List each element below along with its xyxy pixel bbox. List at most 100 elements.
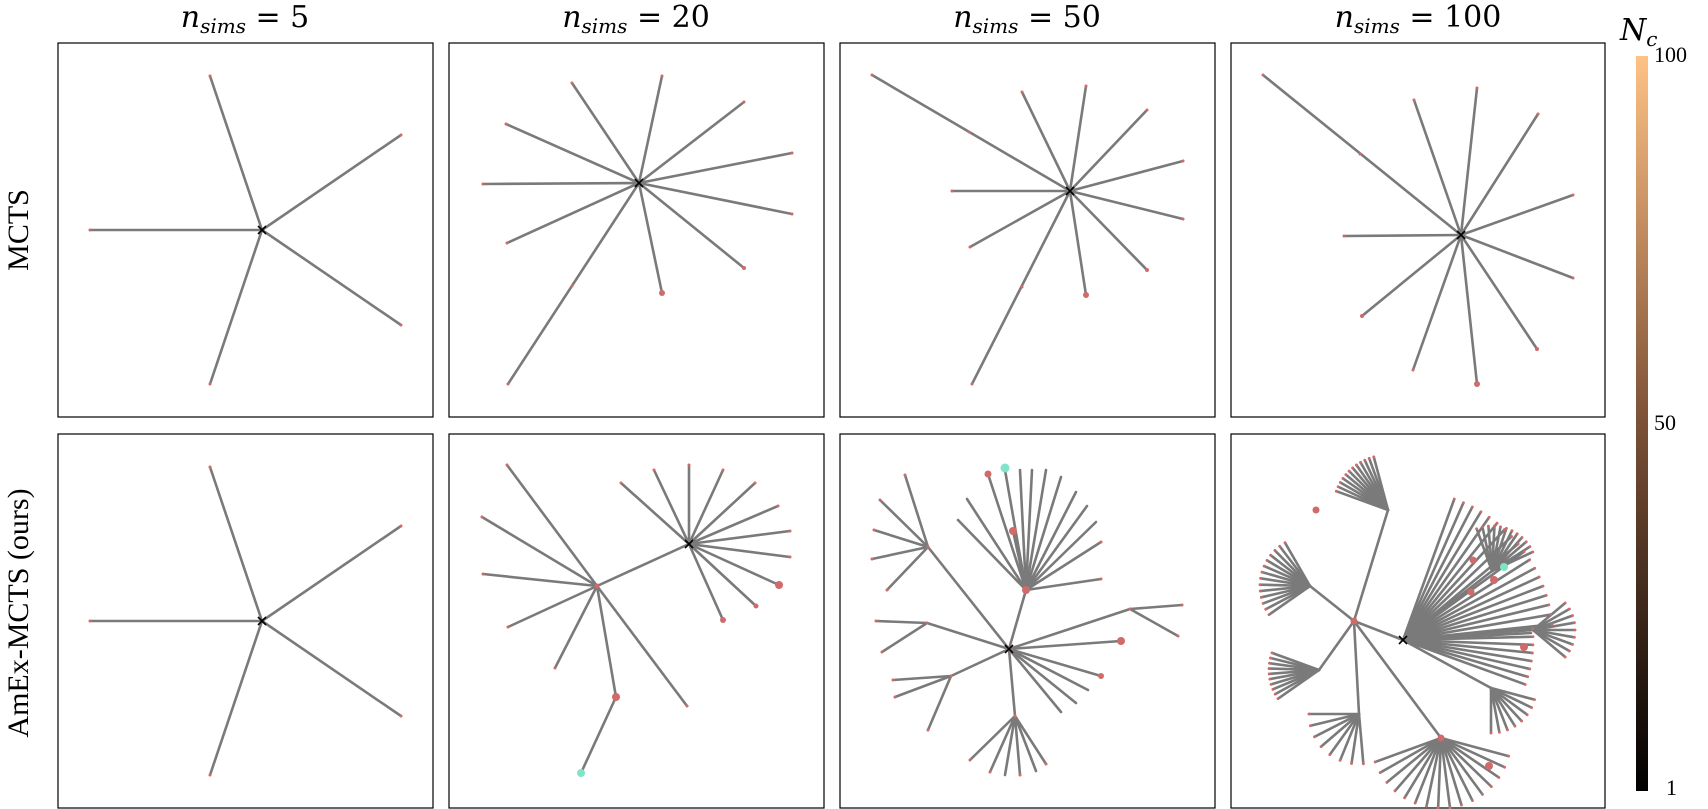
tree-edge: [1489, 686, 1517, 728]
tree-node: [1378, 771, 1382, 775]
tree-node: [1528, 545, 1532, 549]
tree-edge: [1401, 542, 1520, 642]
tree-node: [1262, 564, 1266, 568]
tree-node: [1503, 528, 1506, 531]
tree-node: [1531, 550, 1535, 554]
tree-edge: [1439, 736, 1452, 809]
panel-mcts-50: [839, 42, 1216, 418]
tree-node: [1520, 536, 1524, 539]
tree-node: [1481, 525, 1484, 529]
tree-edge: [1309, 712, 1361, 728]
tree-edge: [1401, 603, 1551, 642]
tree-edges: [88, 74, 403, 386]
tree-edge: [1401, 638, 1535, 647]
tree-node: [1361, 762, 1365, 766]
tree-node: [1265, 559, 1269, 562]
tree-edge: [1489, 686, 1529, 717]
tree-node: [1503, 765, 1507, 769]
tree-node: [1487, 524, 1490, 528]
tree-edge: [1335, 489, 1390, 512]
tree-node: [1341, 477, 1345, 480]
tree-node: [1531, 635, 1535, 639]
tree-node: [1307, 712, 1311, 716]
tree-node: [1393, 789, 1397, 793]
tree-edge: [1401, 566, 1537, 642]
tree-edge: [1439, 736, 1463, 807]
tree-node: [1355, 463, 1358, 467]
tree-node: [1268, 677, 1272, 681]
tree-nodes: [88, 74, 403, 386]
tree-node: [1448, 806, 1452, 809]
colorbar-tick-100: 100: [1654, 42, 1687, 67]
tree-edge: [1401, 613, 1553, 642]
tree-node: [1549, 613, 1553, 616]
tree-node: [1338, 758, 1342, 762]
tree-edge: [1401, 535, 1513, 642]
tree-edge: [1393, 736, 1443, 793]
row-label-mcts: MCTS: [2, 189, 35, 271]
tree-edge: [1489, 686, 1523, 723]
tree-node: [1526, 675, 1530, 679]
tree-edge: [1439, 736, 1474, 802]
tree-node: [1425, 805, 1428, 808]
tree-node: [1572, 635, 1576, 639]
tree-node: [1270, 651, 1274, 655]
tree-edge: [1401, 515, 1491, 642]
tree-node: [1550, 622, 1554, 626]
tree-node: [1336, 485, 1340, 489]
root-marker: [257, 616, 267, 626]
tree-nodes: [481, 74, 794, 386]
tree-node: [1373, 760, 1377, 764]
tree-edge: [1401, 558, 1532, 642]
tree-edge: [1352, 619, 1361, 716]
tree-node: [1273, 549, 1277, 552]
tree-edge: [1425, 736, 1443, 808]
tree-node: [1479, 510, 1483, 514]
tree-edge: [1439, 736, 1501, 779]
tree-node: [1259, 576, 1262, 580]
root-marker: [257, 225, 267, 235]
tree-node: [1475, 527, 1479, 531]
tree-edge: [1401, 638, 1532, 671]
tree-node: [1313, 735, 1316, 739]
colorbar-tick-50: 50: [1654, 410, 1676, 435]
tree-edge: [1401, 638, 1527, 686]
tree-nodes: [88, 465, 403, 777]
tree-edge: [1350, 712, 1361, 765]
tree-edge: [1439, 736, 1510, 758]
tree-node: [1541, 584, 1545, 588]
tree-edge: [1401, 638, 1529, 679]
tree-node: [1359, 460, 1362, 464]
colorbar-gradient: [1636, 56, 1648, 791]
root-marker: [1398, 635, 1408, 645]
panel-mcts-20: [448, 42, 825, 418]
tree-node: [1571, 642, 1574, 646]
tree-edge: [1401, 627, 1534, 642]
tree-node: [1489, 731, 1493, 735]
tree-node: [1260, 570, 1264, 574]
tree-node: [1563, 655, 1567, 659]
tree-node: [1269, 656, 1272, 660]
tree-edge: [1385, 736, 1443, 784]
tree-node: [1524, 540, 1528, 544]
tree-edge: [1439, 736, 1493, 788]
tree-node: [1259, 595, 1263, 599]
colorbar-title: Nc: [1619, 13, 1657, 51]
tree-node: [1276, 697, 1280, 701]
tree-node: [1506, 728, 1509, 732]
tree-node: [1510, 535, 1513, 538]
tree-edge: [1489, 686, 1509, 732]
tree-edge: [1403, 736, 1443, 800]
tree-edge: [1401, 510, 1483, 642]
column-title-3: nsims = 50: [953, 0, 1101, 38]
tree-node: [1403, 796, 1406, 800]
tree-node: [1470, 505, 1474, 509]
tree-node: [1283, 541, 1287, 545]
tree-node: [1264, 607, 1268, 611]
tree-node: [1269, 553, 1273, 557]
tree-node: [1367, 456, 1371, 460]
tree-node: [1567, 649, 1571, 653]
tree-edge: [1276, 668, 1321, 700]
tree-node: [1567, 607, 1571, 611]
